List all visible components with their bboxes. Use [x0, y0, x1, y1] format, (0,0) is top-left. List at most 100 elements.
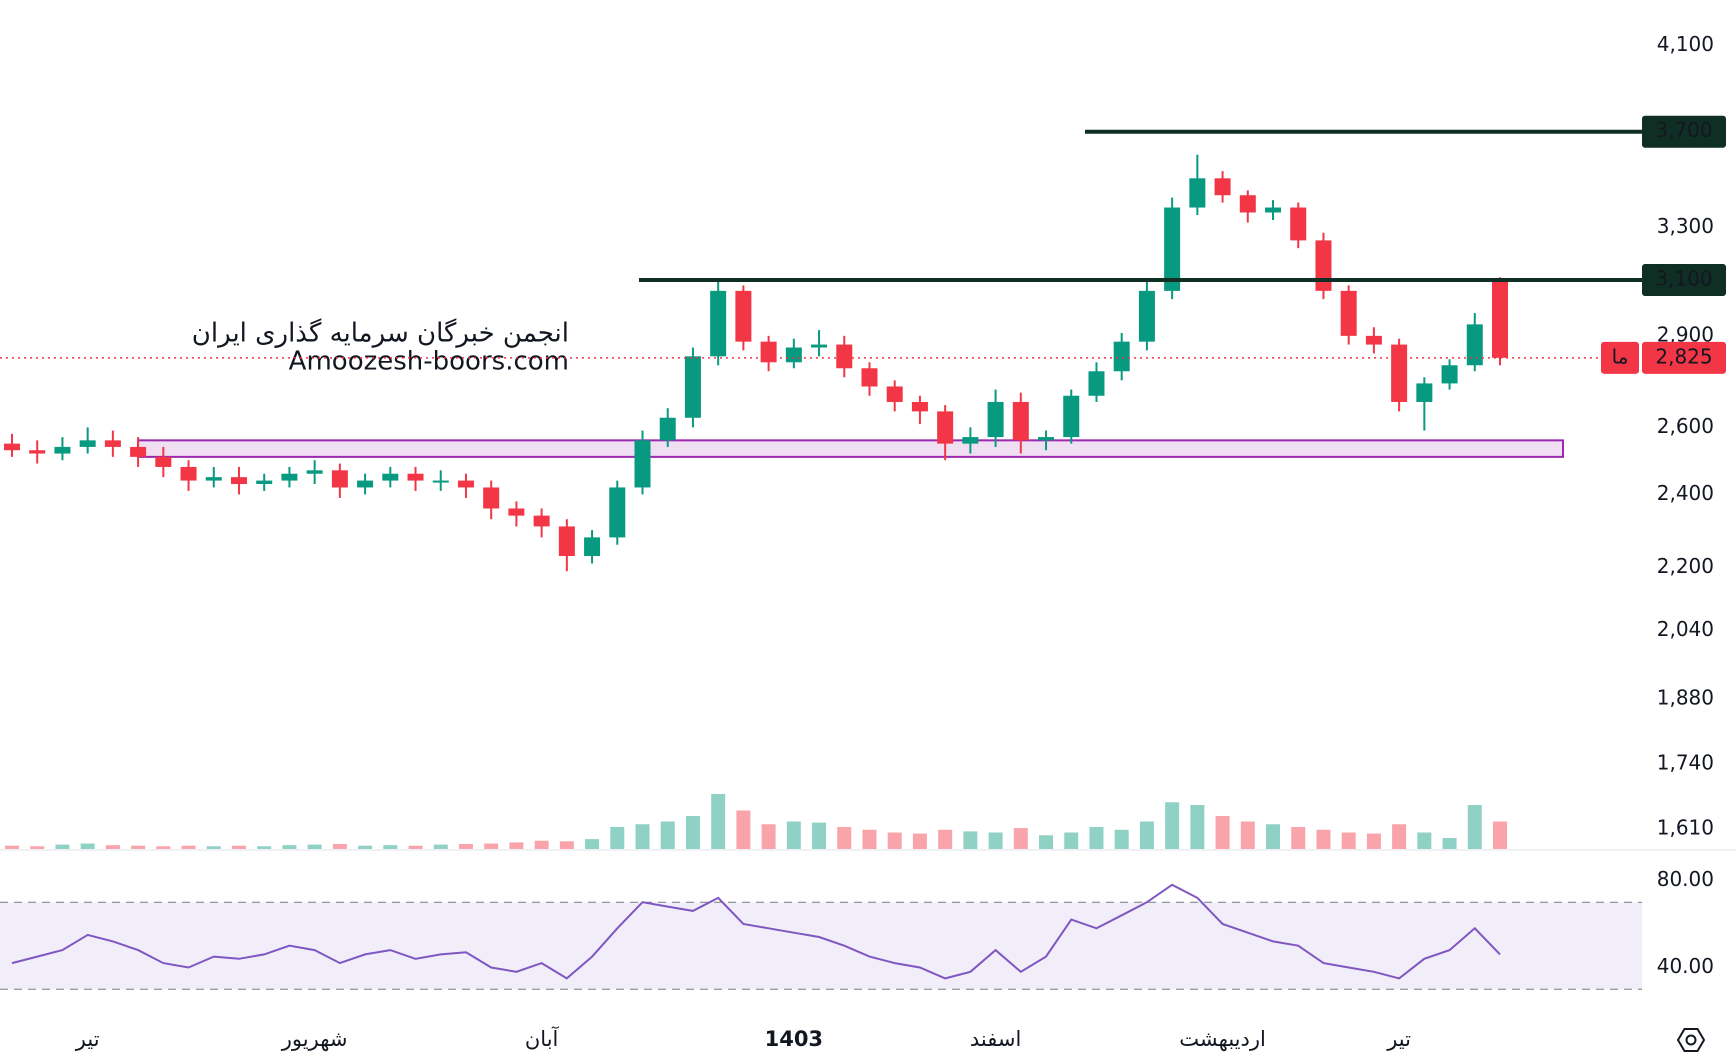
- candle-body: [432, 480, 449, 483]
- candle-body: [104, 440, 121, 447]
- price-badge: [1642, 341, 1726, 374]
- candle-body: [1416, 383, 1433, 402]
- volume-bar: [1013, 828, 1028, 849]
- candle-body: [609, 487, 626, 538]
- candle-body: [1466, 324, 1483, 366]
- volume-bar: [458, 844, 473, 849]
- volume-bar: [332, 844, 347, 849]
- watermark: انجمن خبرگان سرمایه گذاری ایران: [192, 318, 569, 349]
- tag-badge: [1601, 341, 1639, 374]
- price-label: 2,825: [1655, 344, 1712, 368]
- candle-body: [457, 480, 474, 488]
- volume-bar: [786, 821, 801, 849]
- volume-bar: [635, 824, 650, 849]
- candle-body: [29, 450, 46, 454]
- volume-bar: [509, 842, 524, 849]
- candle-body: [382, 473, 399, 481]
- candle-body: [1164, 207, 1181, 291]
- candle-body: [1315, 240, 1332, 291]
- x-tick-label: اردیبهشت: [1179, 1027, 1266, 1051]
- volume-bar: [837, 827, 852, 849]
- volume-bar: [1392, 824, 1407, 849]
- volume-bar: [1417, 832, 1432, 849]
- candle-body: [1290, 207, 1307, 241]
- candle-body: [584, 537, 601, 556]
- volume-bar: [1266, 824, 1281, 849]
- volume-bar: [711, 794, 726, 849]
- rsi-band-fill: [0, 902, 1642, 990]
- volume-bar: [358, 845, 373, 849]
- volume-bar: [862, 829, 877, 849]
- x-tick-label: 1403: [765, 1027, 823, 1051]
- candle-body: [357, 480, 374, 488]
- rsi-line: [11, 883, 1501, 980]
- candle-body: [483, 487, 500, 509]
- candle-body: [1113, 341, 1130, 372]
- candle-body: [306, 470, 323, 474]
- volume-bar: [1291, 827, 1306, 849]
- volume-bar: [1064, 832, 1079, 849]
- volume-bar: [55, 844, 70, 849]
- candle-body: [230, 477, 247, 485]
- candle-body: [281, 473, 298, 481]
- volume-bar: [660, 821, 675, 849]
- candle-body: [1088, 371, 1105, 396]
- volume-bar: [963, 831, 978, 849]
- volume-bar: [1467, 805, 1482, 849]
- volume-bar: [282, 845, 297, 849]
- volume-bar: [5, 845, 19, 849]
- logo: [1676, 1028, 1706, 1052]
- candle-body: [1239, 195, 1256, 213]
- candle-body: [962, 437, 979, 444]
- volume-bar: [534, 840, 549, 849]
- volume-bar: [231, 845, 246, 849]
- candle-body: [684, 356, 701, 418]
- volume-bar: [206, 846, 221, 849]
- candle-body: [836, 344, 853, 369]
- volume-bar: [156, 846, 171, 849]
- x-tick-label: تیر: [1386, 1027, 1411, 1051]
- candle-body: [1063, 395, 1080, 438]
- candle-body: [130, 446, 147, 457]
- candle-body: [1365, 335, 1382, 345]
- candle-body: [735, 290, 752, 342]
- x-tick-label: تیر: [75, 1027, 100, 1051]
- candle-body: [4, 443, 20, 451]
- volume-bar: [433, 844, 448, 849]
- volume-bar: [1493, 821, 1507, 849]
- candle-body: [1189, 178, 1206, 208]
- volume-bar: [912, 833, 927, 849]
- volume-bar: [307, 844, 322, 849]
- candle-body: [1265, 207, 1282, 213]
- candle-body: [861, 368, 878, 387]
- candle-body: [205, 477, 222, 481]
- y-tick-label: 3,300: [1657, 214, 1714, 238]
- candle-body: [508, 508, 525, 516]
- candle-body: [659, 417, 676, 441]
- volume-bar: [736, 810, 751, 849]
- volume-bar: [105, 845, 120, 849]
- volume-bar: [887, 832, 902, 849]
- candle-body: [1391, 344, 1408, 402]
- candle-body: [54, 446, 71, 454]
- candle-body: [407, 473, 424, 481]
- candle-body: [886, 386, 903, 402]
- y-tick-label: 4,100: [1657, 32, 1714, 56]
- candle-body: [1138, 290, 1155, 342]
- level-label: 3,700: [1655, 118, 1712, 142]
- x-tick-label: آبان: [525, 1026, 560, 1051]
- candle-body: [558, 526, 575, 556]
- volume-bar: [1240, 821, 1255, 849]
- watermark: Amoozesh-boors.com: [289, 347, 569, 377]
- volume-bar: [988, 832, 1003, 849]
- level-badge: [1642, 263, 1726, 296]
- volume-bar: [559, 841, 574, 849]
- candle-body: [1214, 178, 1231, 196]
- candle-body: [1012, 401, 1029, 441]
- candle-body: [1441, 365, 1458, 384]
- volume-bar: [80, 843, 95, 849]
- candle-body: [331, 470, 348, 488]
- volume-bar: [1366, 833, 1381, 849]
- candle-body: [634, 440, 651, 488]
